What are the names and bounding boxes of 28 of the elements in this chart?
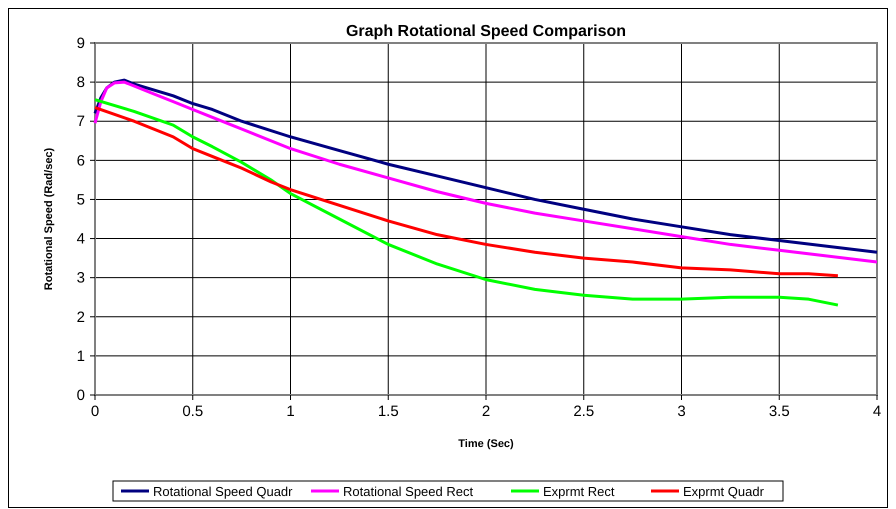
y-axis-title: Rotational Speed (Rad/sec): [43, 147, 55, 290]
x-axis-title: Time (Sec): [458, 438, 514, 450]
x-tick-label: 0.5: [182, 403, 204, 420]
y-tick-label: 6: [76, 152, 85, 170]
line-series: [94, 98, 840, 307]
y-tick-label: 5: [76, 191, 85, 208]
y-tick-label: 1: [76, 348, 85, 365]
x-tick-label: 1: [286, 403, 295, 420]
legend-label: Exprmt Rect: [543, 484, 615, 499]
y-tick-label: 2: [76, 308, 85, 326]
x-tick-label: 2.5: [573, 403, 594, 420]
y-tick-label: 4: [76, 230, 85, 248]
x-tick-label: 0: [90, 403, 100, 420]
x-tick-label: 4: [872, 403, 882, 420]
legend-label: Exprmt Quadr: [683, 484, 765, 499]
legend-label: Rotational Speed Rect: [343, 484, 474, 499]
line-series: [94, 106, 840, 278]
x-tick-label: 3.5: [768, 403, 790, 420]
legend-label: Rotational Speed Quadr: [153, 484, 294, 499]
y-tick-label: 7: [76, 113, 85, 130]
y-tick-label: 8: [76, 74, 85, 92]
chart-title: Graph Rotational Speed Comparison: [346, 23, 626, 40]
x-tick-label: 3: [677, 403, 686, 420]
x-tick-label: 1.5: [378, 403, 399, 420]
y-tick-label: 0: [76, 387, 85, 404]
x-tick-label: 2: [482, 403, 490, 420]
y-tick-label: 9: [76, 35, 85, 52]
y-tick-label: 3: [76, 270, 85, 287]
